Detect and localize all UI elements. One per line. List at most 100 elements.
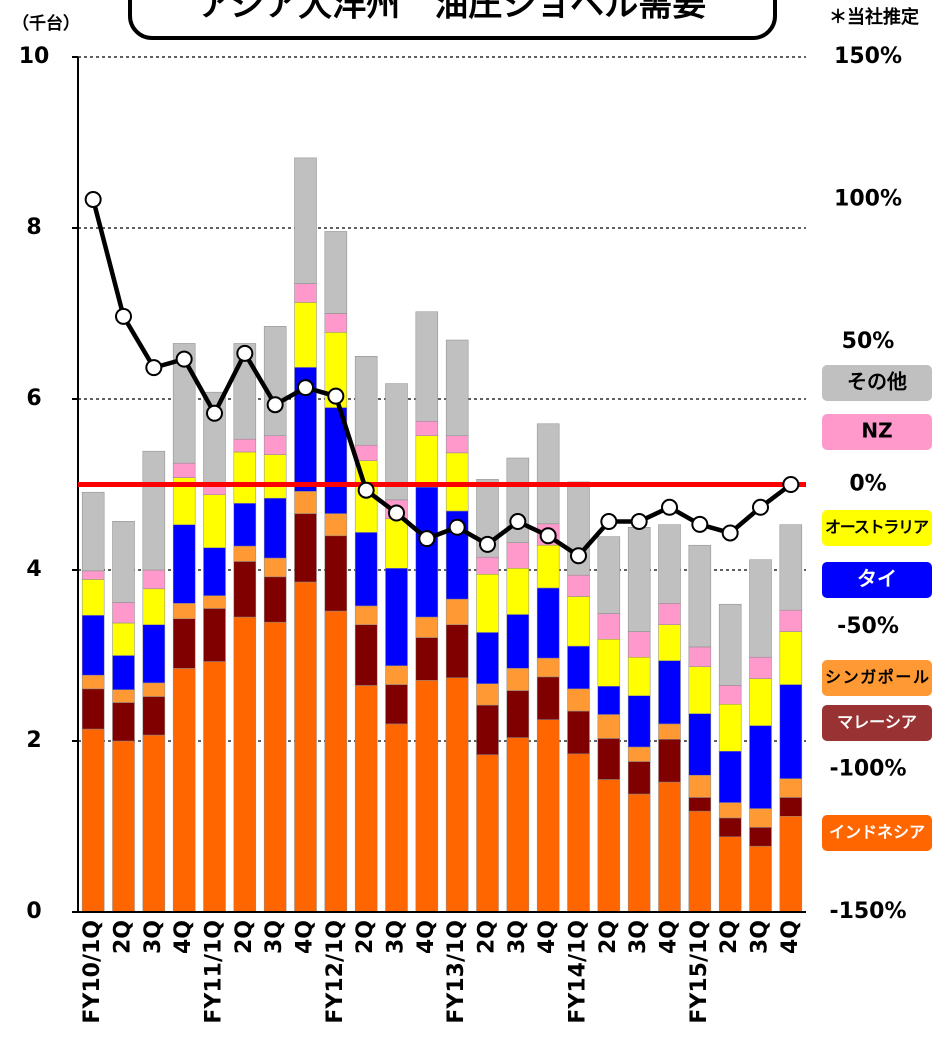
bar-segment [597, 779, 621, 913]
bar-segment [749, 678, 772, 726]
bar-segment [112, 689, 135, 703]
bar-segment [718, 685, 742, 705]
bar-segment [445, 624, 469, 678]
x-tick-label: 4Q [414, 920, 439, 954]
y2-tick-label: -50% [837, 614, 899, 639]
bar-segment [112, 602, 135, 624]
bar-segment [506, 568, 530, 615]
bar-segment [233, 451, 257, 504]
title-box [128, 0, 777, 40]
bar-segment [112, 521, 135, 603]
line-point [236, 344, 254, 362]
legend-swatch [822, 815, 932, 851]
bar-segment [597, 639, 621, 687]
bar-segment [688, 797, 712, 812]
bar-segment [263, 326, 287, 437]
bar-segment [536, 587, 560, 659]
bar-segment [506, 614, 530, 669]
line-point [448, 518, 466, 536]
bar-segment [81, 728, 105, 913]
bar-segment [567, 645, 590, 690]
bar-segment [263, 576, 287, 623]
bar-segment [415, 435, 439, 488]
legend-swatch [822, 562, 932, 598]
bar-segment [658, 524, 681, 604]
bar-segment [688, 713, 712, 776]
bar-segment [142, 588, 166, 625]
x-tick-label: 3Q [262, 920, 287, 954]
bar-segment [142, 624, 166, 684]
bar-segment [658, 603, 681, 625]
line-point [357, 481, 375, 499]
bar-segment [415, 616, 439, 638]
bar-segment [627, 631, 651, 658]
bar-segment [263, 454, 287, 499]
bar-segment [263, 435, 287, 455]
bar-segment [385, 518, 408, 569]
bar-segment [597, 536, 621, 614]
legend-label: インドネシア [829, 823, 925, 842]
bar-segment [445, 598, 469, 625]
bar-segment [749, 845, 772, 913]
x-tick-label: 2Q [353, 920, 378, 954]
bar-segment [81, 688, 105, 730]
bar-segment [294, 283, 317, 303]
bar-segment [203, 661, 226, 913]
bar-segment [749, 725, 772, 809]
line-point [752, 498, 769, 516]
line-point [661, 498, 678, 516]
line-point [206, 404, 223, 422]
bar-segment [233, 438, 257, 453]
bar-segment [688, 774, 712, 798]
bar-segment [627, 527, 651, 632]
line [90, 198, 793, 559]
bar-segment [354, 444, 378, 461]
bar-segment [658, 660, 681, 725]
x-tick-label: 4Q [535, 920, 560, 954]
bar-segment [749, 808, 772, 828]
y-tick-label: 10 [19, 44, 50, 69]
y2-tick-label: -150% [829, 899, 906, 924]
bar-segment [354, 356, 378, 446]
legend-swatch [822, 414, 932, 450]
bar-segment [749, 559, 772, 658]
bar-segment [779, 684, 803, 779]
y2-tick-label: 50% [842, 329, 895, 354]
line-point [782, 476, 800, 493]
bar-segment [627, 746, 651, 762]
bar-segment [536, 676, 560, 720]
bar-segment [203, 547, 226, 596]
legend-swatch [822, 365, 932, 401]
line-point [509, 513, 527, 531]
bar-segment [81, 570, 105, 580]
bar-segment [415, 680, 439, 913]
bar-segment [354, 624, 378, 686]
x-tick-label: 2Q [475, 920, 500, 954]
bar-segment [294, 491, 317, 514]
legend-swatch [822, 510, 932, 546]
bar-segment [779, 815, 803, 913]
bar-segment [779, 631, 803, 685]
line-point [570, 547, 587, 565]
bar-segment [567, 574, 590, 597]
legend-swatch [822, 705, 932, 741]
bar-segment [142, 696, 166, 736]
bar-segment [112, 740, 135, 913]
legend-label: その他 [847, 370, 907, 394]
bar-segment [658, 624, 681, 661]
bar-segment [627, 793, 651, 913]
x-tick-label: FY10/1Q [80, 920, 105, 1024]
line-point [479, 535, 496, 553]
bar-segment [718, 802, 742, 819]
x-tick-label: 3Q [141, 920, 166, 954]
y2-tick-label: 100% [834, 187, 902, 212]
bar-segment [749, 827, 772, 847]
bar-segment [506, 668, 530, 691]
chart-title: アジア大洋州 油圧ショベル需要 [198, 0, 707, 25]
legend-label: タイ [857, 567, 897, 591]
bar-segment [506, 737, 530, 913]
bar-segment [476, 574, 499, 633]
bar-segment [385, 568, 408, 667]
bar-segment [385, 723, 408, 913]
x-tick-label: FY11/1Q [202, 920, 227, 1024]
